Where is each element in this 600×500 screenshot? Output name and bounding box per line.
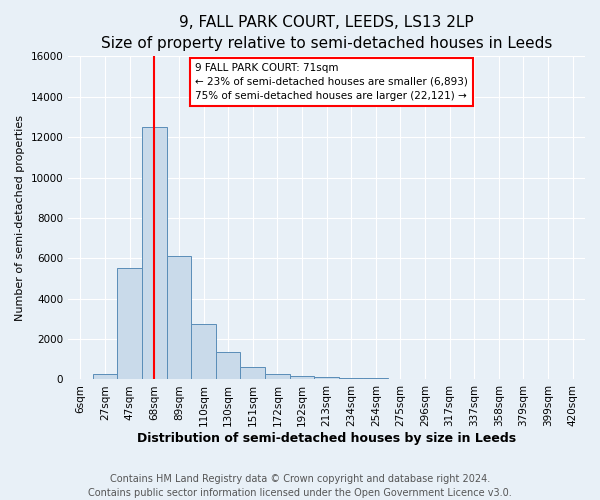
Bar bbox=[314, 377, 339, 380]
Bar bbox=[241, 367, 265, 380]
Bar bbox=[290, 376, 314, 380]
Bar bbox=[216, 352, 241, 380]
Y-axis label: Number of semi-detached properties: Number of semi-detached properties bbox=[15, 115, 25, 321]
Bar bbox=[191, 324, 216, 380]
X-axis label: Distribution of semi-detached houses by size in Leeds: Distribution of semi-detached houses by … bbox=[137, 432, 516, 445]
Bar bbox=[142, 127, 167, 380]
Bar bbox=[364, 378, 388, 380]
Bar bbox=[339, 378, 364, 380]
Bar bbox=[118, 268, 142, 380]
Text: 9 FALL PARK COURT: 71sqm
← 23% of semi-detached houses are smaller (6,893)
75% o: 9 FALL PARK COURT: 71sqm ← 23% of semi-d… bbox=[195, 63, 467, 101]
Bar bbox=[167, 256, 191, 380]
Title: 9, FALL PARK COURT, LEEDS, LS13 2LP
Size of property relative to semi-detached h: 9, FALL PARK COURT, LEEDS, LS13 2LP Size… bbox=[101, 15, 552, 51]
Text: Contains HM Land Registry data © Crown copyright and database right 2024.
Contai: Contains HM Land Registry data © Crown c… bbox=[88, 474, 512, 498]
Bar bbox=[265, 374, 290, 380]
Bar bbox=[93, 374, 118, 380]
